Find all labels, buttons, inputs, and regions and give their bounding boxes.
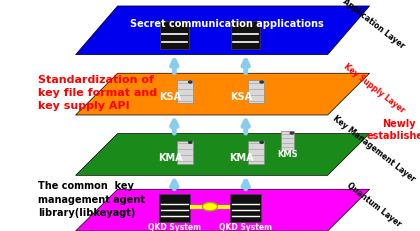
Circle shape <box>189 142 192 144</box>
Text: KSA: KSA <box>231 92 252 102</box>
Text: KMS: KMS <box>277 149 298 158</box>
Text: Newly
established: Newly established <box>367 118 420 140</box>
Text: KSA: KSA <box>159 92 181 102</box>
Circle shape <box>260 82 263 84</box>
Text: QKD System: QKD System <box>148 222 201 231</box>
Circle shape <box>290 133 294 134</box>
Bar <box>177 141 193 164</box>
Text: KMA: KMA <box>158 152 182 162</box>
Bar <box>248 141 264 164</box>
Bar <box>159 194 190 222</box>
Circle shape <box>202 203 218 211</box>
Polygon shape <box>76 134 370 176</box>
Polygon shape <box>76 7 370 55</box>
Circle shape <box>189 82 192 84</box>
Polygon shape <box>76 189 370 231</box>
Bar <box>230 194 261 222</box>
Bar <box>248 81 264 104</box>
Bar <box>281 132 294 150</box>
Text: Key Management Layer: Key Management Layer <box>331 114 417 183</box>
Text: QKD System: QKD System <box>219 222 272 231</box>
Text: Key Supply Layer: Key Supply Layer <box>341 62 406 115</box>
Text: The common  key
management agent
library(libkeyagt): The common key management agent library(… <box>38 181 145 217</box>
Polygon shape <box>76 74 370 116</box>
Text: KMA: KMA <box>229 152 254 162</box>
Text: Secret communication applications: Secret communication applications <box>130 19 324 29</box>
Bar <box>177 81 193 104</box>
Text: Quantum Layer: Quantum Layer <box>345 180 403 228</box>
Bar <box>160 22 189 50</box>
Bar <box>231 22 260 50</box>
Circle shape <box>260 142 263 144</box>
Text: Standardization of
key file format and
key supply API: Standardization of key file format and k… <box>38 74 157 110</box>
Text: Application Layer: Application Layer <box>341 0 407 51</box>
